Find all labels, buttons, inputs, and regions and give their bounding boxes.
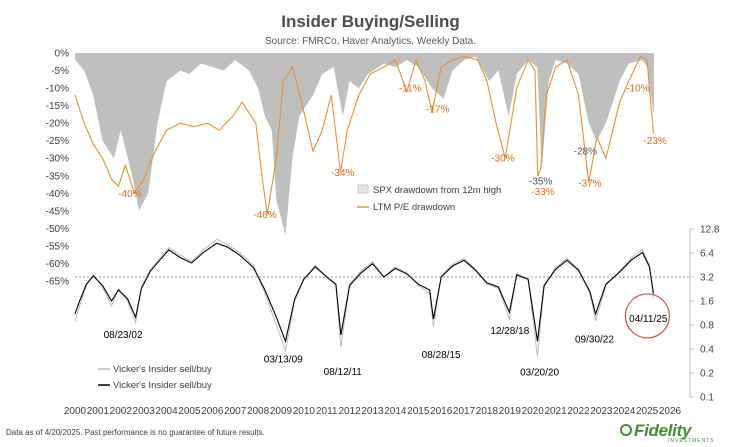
legend-pe-label: LTM P/E drawdown [373, 202, 455, 213]
x-axis-tick-label: 2011 [316, 406, 338, 417]
legend-area-swatch [357, 184, 369, 194]
right-axis-tick-label: 0.8 [700, 321, 714, 332]
fidelity-logo: Fidelity [634, 421, 692, 440]
right-axis-tick-label: 0.4 [700, 345, 714, 356]
left-axis-tick-label: -5% [51, 66, 69, 77]
x-axis-tick-label: 2017 [453, 406, 476, 417]
chart-title: Insider Buying/Selling [281, 12, 460, 31]
drawdown-label: -10% [626, 84, 649, 95]
left-axis-tick-label: 0% [55, 49, 70, 60]
spx-drawdown-area-fill [75, 53, 654, 236]
fidelity-logo-tagline: INVESTMENTS [668, 438, 715, 444]
date-label: 08/28/15 [422, 350, 461, 361]
annotations: -40% -46% -34% -11% -17% -30% -35%-33% -28% -37%… [104, 84, 671, 379]
x-axis-tick-label: 2022 [567, 406, 590, 417]
date-label: 12/28/18 [490, 326, 529, 337]
right-axis-tick-label: 0.1 [700, 393, 714, 404]
x-axis-tick-label: 2004 [155, 406, 178, 417]
date-label: 08/12/11 [324, 367, 363, 378]
spx-drawdown-area [75, 53, 654, 236]
date-label: 04/11/25 [629, 314, 668, 325]
right-axis-tick-label: 6.4 [700, 249, 714, 260]
left-axis-tick-label: -65% [46, 277, 69, 288]
x-axis-tick-label: 2021 [544, 406, 567, 417]
x-axis-tick-label: 2008 [247, 406, 270, 417]
legends: SPX drawdown from 12m high LTM P/E drawdo… [98, 184, 501, 391]
date-label: 03/20/20 [520, 368, 559, 379]
x-axis-tick-label: 2002 [110, 406, 133, 417]
date-label: 08/23/02 [104, 330, 143, 341]
x-axis-tick-label: 2001 [87, 406, 110, 417]
right-axis-tick-label: 12.8 [700, 225, 720, 236]
x-axis-tick-label: 2018 [476, 406, 499, 417]
date-label: 09/30/22 [575, 335, 614, 346]
drawdown-label: -40% [118, 189, 141, 200]
x-axis-tick-label: 2023 [590, 406, 613, 417]
left-axis-tick-label: -40% [46, 189, 69, 200]
axes: 0% -5% -10% -15% -20% -25% -30% -35% -40% -45% -50… [46, 49, 720, 418]
left-axis-tick-label: -20% [46, 119, 69, 130]
left-axis-tick-label: -45% [46, 206, 69, 217]
series-lines [74, 55, 655, 357]
drawdown-label: -37% [578, 178, 601, 189]
drawdown-label: -33% [531, 187, 554, 198]
vickers-gray-line [74, 238, 654, 357]
drawdown-label: -28% [574, 147, 597, 158]
x-axis-tick-label: 2007 [224, 406, 247, 417]
x-axis-tick-label: 2024 [613, 406, 636, 417]
x-axis-tick-label: 2025 [636, 406, 659, 417]
drawdown-label: -30% [491, 154, 514, 165]
x-axis-tick-label: 2006 [201, 406, 224, 417]
x-axis-tick-label: 2010 [293, 406, 316, 417]
chart-subtitle: Source: FMRCo, Haver Analytics. Weekly D… [265, 36, 476, 47]
drawdown-label: -35% [529, 177, 552, 188]
left-axis-tick-label: -15% [46, 101, 69, 112]
x-axis-tick-label: 2016 [430, 406, 453, 417]
right-axis-tick-label: 1.6 [700, 297, 714, 308]
legend-vickers-gray-label: Vicker's Insider sell/buy [113, 364, 212, 375]
left-axis-tick-label: -30% [46, 154, 69, 165]
x-axis-tick-label: 2012 [338, 406, 361, 417]
x-axis-tick-label: 2009 [270, 406, 293, 417]
right-axis-tick-label: 0.2 [700, 369, 714, 380]
x-axis-tick-label: 2013 [361, 406, 384, 417]
x-axis-tick-label: 2026 [659, 406, 682, 417]
vickers-black-line [74, 242, 655, 344]
left-axis-tick-label: -50% [46, 224, 69, 235]
drawdown-label: -17% [426, 105, 449, 116]
x-axis-tick-label: 2000 [64, 406, 87, 417]
x-axis-tick-label: 2003 [133, 406, 156, 417]
drawdown-label: -34% [331, 168, 354, 179]
drawdown-label: -23% [643, 136, 666, 147]
left-axis-tick-label: -10% [46, 84, 69, 95]
drawdown-label: -11% [399, 84, 422, 95]
x-axis-tick-label: 2005 [178, 406, 201, 417]
x-axis-tick-label: 2019 [499, 406, 522, 417]
left-axis-tick-label: -60% [46, 259, 69, 270]
highlight-circle [624, 293, 671, 339]
x-axis-tick-label: 2020 [522, 406, 545, 417]
left-axis-tick-label: -55% [46, 241, 69, 252]
left-axis-tick-label: -35% [46, 171, 69, 182]
date-label: 03/13/09 [264, 355, 303, 366]
footnote: Data as of 4/20/2025. Past performance i… [6, 428, 265, 437]
legend-spx-label: SPX drawdown from 12m high [373, 185, 501, 196]
drawdown-label: -46% [253, 210, 276, 221]
legend-vickers-black-label: Vicker's Insider sell/buy [113, 380, 212, 391]
left-axis-tick-label: -25% [46, 136, 69, 147]
x-axis-tick-label: 2015 [407, 406, 430, 417]
right-axis-tick-label: 3.2 [700, 273, 714, 284]
fidelity-logo-icon [620, 424, 632, 436]
ltm-pe-drawdown-line [74, 55, 655, 215]
x-axis-tick-label: 2014 [384, 406, 407, 417]
